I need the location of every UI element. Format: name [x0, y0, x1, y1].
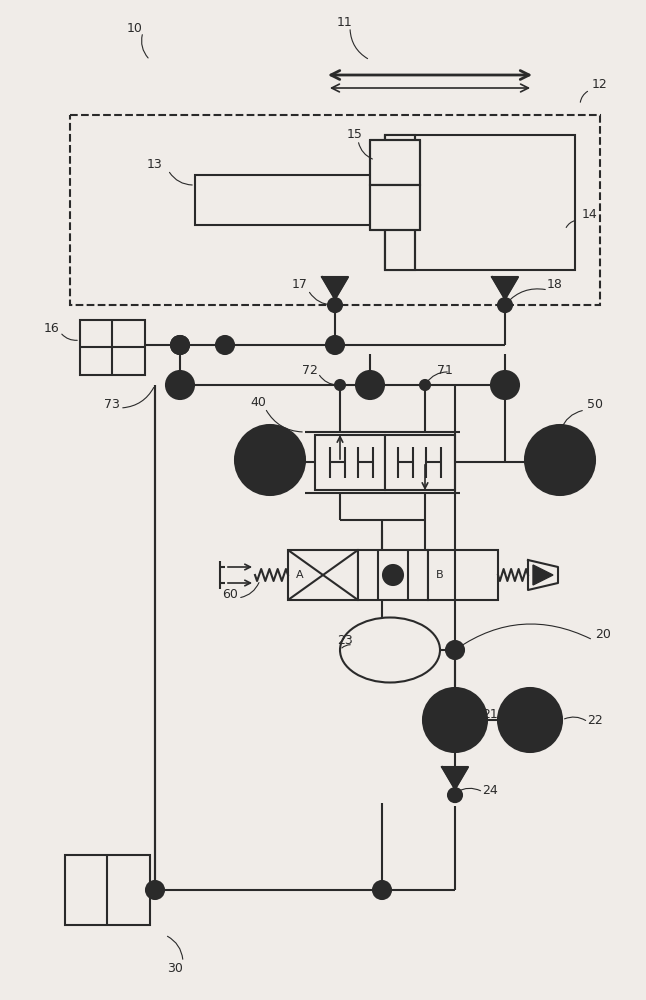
- Circle shape: [326, 336, 344, 354]
- Circle shape: [373, 881, 391, 899]
- Text: 60: 60: [222, 587, 238, 600]
- Bar: [195, 175, 415, 225]
- Bar: [358, 550, 428, 600]
- Polygon shape: [322, 277, 348, 299]
- Ellipse shape: [340, 617, 440, 682]
- Bar: [428, 550, 498, 600]
- Polygon shape: [442, 767, 468, 789]
- Text: 21: 21: [482, 708, 498, 722]
- Circle shape: [356, 371, 384, 399]
- Text: Q: Q: [389, 570, 397, 580]
- Circle shape: [146, 881, 164, 899]
- Text: 71: 71: [437, 363, 453, 376]
- Text: 40: 40: [250, 396, 266, 410]
- Circle shape: [448, 788, 462, 802]
- Circle shape: [498, 688, 562, 752]
- Circle shape: [335, 380, 345, 390]
- Circle shape: [166, 371, 194, 399]
- Text: 10: 10: [127, 21, 143, 34]
- Bar: [80, 320, 145, 375]
- Circle shape: [171, 336, 189, 354]
- Text: 16: 16: [44, 322, 60, 334]
- Circle shape: [423, 688, 487, 752]
- Polygon shape: [528, 560, 558, 590]
- Polygon shape: [533, 565, 553, 585]
- Polygon shape: [439, 698, 471, 742]
- Circle shape: [383, 565, 403, 585]
- Text: A: A: [296, 570, 304, 580]
- Text: 50: 50: [587, 398, 603, 412]
- Text: B: B: [436, 570, 444, 580]
- Circle shape: [235, 425, 305, 495]
- Bar: [370, 185, 420, 230]
- Text: 24: 24: [482, 784, 498, 796]
- Text: 20: 20: [595, 629, 611, 642]
- Text: 22: 22: [587, 714, 603, 726]
- Circle shape: [420, 380, 430, 390]
- Text: 14: 14: [582, 209, 598, 222]
- Bar: [65, 855, 150, 925]
- Circle shape: [216, 336, 234, 354]
- Circle shape: [328, 298, 342, 312]
- Circle shape: [498, 298, 512, 312]
- Text: 11: 11: [337, 15, 353, 28]
- Text: 73: 73: [104, 398, 120, 412]
- Text: M: M: [264, 452, 276, 468]
- Text: M: M: [554, 452, 567, 468]
- Circle shape: [171, 336, 189, 354]
- Circle shape: [446, 641, 464, 659]
- Bar: [385, 435, 455, 490]
- Bar: [315, 435, 385, 490]
- Text: 17: 17: [292, 277, 308, 290]
- Text: 30: 30: [167, 962, 183, 974]
- Text: 12: 12: [592, 79, 608, 92]
- Bar: [385, 135, 575, 270]
- Circle shape: [491, 371, 519, 399]
- Circle shape: [525, 425, 595, 495]
- Text: 13: 13: [147, 158, 163, 172]
- Text: 15: 15: [347, 128, 363, 141]
- Text: 18: 18: [547, 277, 563, 290]
- Bar: [70, 115, 600, 305]
- Polygon shape: [492, 277, 518, 299]
- Text: 23: 23: [337, 634, 353, 647]
- Bar: [288, 550, 358, 600]
- Bar: [370, 140, 420, 185]
- Bar: [385, 135, 415, 270]
- Text: 72: 72: [302, 363, 318, 376]
- Text: M: M: [524, 713, 536, 727]
